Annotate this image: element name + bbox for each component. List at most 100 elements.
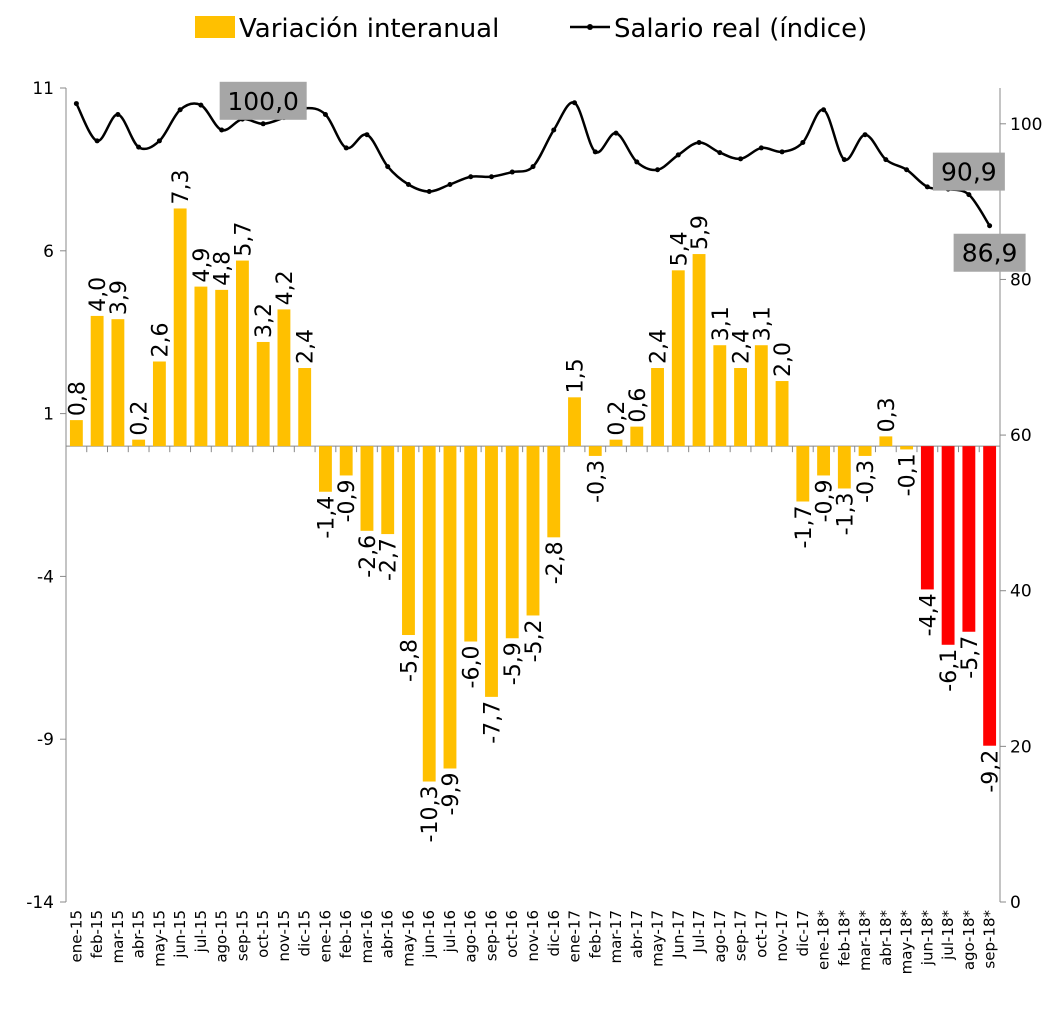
line-marker bbox=[260, 121, 266, 127]
x-tick-label: abr-17 bbox=[628, 910, 646, 958]
data-label: -5,2 bbox=[522, 619, 547, 662]
x-tick-label: sep-16 bbox=[482, 910, 500, 961]
x-tick-label: mar-18* bbox=[856, 910, 874, 972]
x-tick-label: ago-15 bbox=[213, 910, 231, 963]
x-tick-label: may-15 bbox=[150, 910, 168, 967]
line-marker bbox=[800, 139, 806, 145]
bar bbox=[339, 446, 353, 476]
bar bbox=[402, 446, 415, 636]
x-tick-label: abr-18* bbox=[877, 910, 895, 966]
line-marker bbox=[717, 150, 723, 156]
legend-swatch bbox=[195, 16, 235, 38]
data-label: -0,3 bbox=[854, 460, 879, 503]
data-label: 5,4 bbox=[667, 231, 692, 266]
bar bbox=[900, 446, 914, 450]
data-label: -0,1 bbox=[896, 453, 921, 496]
x-tick-label: ago-17 bbox=[711, 910, 729, 963]
data-label: -1,4 bbox=[314, 496, 339, 539]
x-tick-label: Jul-17 bbox=[690, 910, 708, 954]
line-marker bbox=[738, 156, 744, 162]
bar bbox=[983, 446, 997, 746]
line-marker bbox=[219, 127, 225, 133]
bar bbox=[298, 368, 312, 447]
data-label-box bbox=[953, 233, 1026, 272]
data-label: -9,2 bbox=[979, 750, 1004, 793]
data-label: 2,6 bbox=[148, 323, 173, 358]
x-tick-label: ene-15 bbox=[67, 910, 85, 962]
data-label: 0,8 bbox=[65, 381, 90, 416]
data-label: 4,0 bbox=[86, 277, 111, 312]
data-label: 2,4 bbox=[730, 329, 755, 364]
line-marker bbox=[841, 157, 847, 163]
bar bbox=[713, 345, 727, 447]
data-label: -0,9 bbox=[813, 479, 838, 522]
bar bbox=[526, 446, 540, 616]
line-marker bbox=[883, 157, 889, 163]
line-marker bbox=[322, 111, 328, 117]
line-marker bbox=[177, 107, 183, 113]
line-marker bbox=[634, 159, 640, 165]
x-tick-label: oct-16 bbox=[503, 910, 521, 958]
data-label: 5,9 bbox=[688, 215, 713, 250]
line-marker bbox=[572, 100, 578, 106]
bar bbox=[547, 446, 561, 538]
bar bbox=[588, 446, 602, 456]
x-tick-label: jun-16 bbox=[420, 910, 438, 959]
x-tick-label: Jun-17 bbox=[669, 910, 687, 959]
x-tick-label: ene-18* bbox=[815, 910, 833, 970]
bar bbox=[775, 381, 789, 447]
bar bbox=[941, 446, 955, 645]
data-label: -0,9 bbox=[335, 479, 360, 522]
line-marker bbox=[821, 107, 827, 113]
x-tick-label: sep-18* bbox=[981, 910, 999, 969]
bar bbox=[277, 309, 291, 447]
bar bbox=[173, 208, 187, 447]
x-tick-label: abr-15 bbox=[130, 910, 148, 958]
bar bbox=[256, 341, 270, 447]
line-marker bbox=[613, 130, 619, 136]
x-tick-label: feb-15 bbox=[88, 910, 106, 959]
x-tick-label: jun-18* bbox=[918, 910, 936, 967]
line-marker bbox=[488, 174, 494, 180]
line-marker bbox=[509, 169, 515, 175]
y2-tick-label: 100 bbox=[1010, 115, 1042, 135]
bar bbox=[962, 446, 976, 632]
bar bbox=[505, 446, 519, 639]
x-tick-label: nov-16 bbox=[524, 910, 542, 962]
line-marker bbox=[73, 101, 79, 107]
bar bbox=[609, 439, 623, 447]
line-marker bbox=[904, 167, 910, 173]
line-marker bbox=[385, 164, 391, 170]
x-tick-label: dic-17 bbox=[794, 910, 812, 956]
bar bbox=[817, 446, 831, 476]
bar bbox=[692, 254, 706, 447]
x-tick-label: may-17 bbox=[649, 910, 667, 967]
bar bbox=[90, 315, 104, 447]
data-label: 90,9 bbox=[941, 158, 997, 187]
x-tick-label: oct-15 bbox=[254, 910, 272, 958]
bar bbox=[485, 446, 498, 697]
bar bbox=[235, 260, 249, 447]
data-label: -2,7 bbox=[377, 538, 402, 581]
data-label-box bbox=[932, 152, 1005, 191]
bar bbox=[69, 420, 83, 447]
data-label: -5,7 bbox=[958, 636, 983, 679]
data-label: 0,2 bbox=[128, 401, 153, 436]
data-label: 1,5 bbox=[564, 358, 589, 393]
x-tick-label: nov-17 bbox=[773, 910, 791, 962]
y-tick-label: 6 bbox=[43, 242, 54, 262]
data-label: -4,4 bbox=[916, 593, 941, 636]
data-label: 3,9 bbox=[107, 280, 132, 315]
line-marker bbox=[198, 102, 204, 108]
line-marker bbox=[779, 149, 785, 155]
line-marker bbox=[115, 111, 121, 117]
bar bbox=[671, 270, 685, 447]
bar bbox=[132, 439, 146, 447]
y-tick-label: 1 bbox=[43, 405, 54, 425]
data-label: -0,3 bbox=[584, 460, 609, 503]
data-label: 0,2 bbox=[605, 401, 630, 436]
bar bbox=[111, 319, 125, 447]
line-marker bbox=[758, 145, 764, 151]
data-label: -6,0 bbox=[460, 646, 485, 689]
bar bbox=[464, 446, 478, 642]
